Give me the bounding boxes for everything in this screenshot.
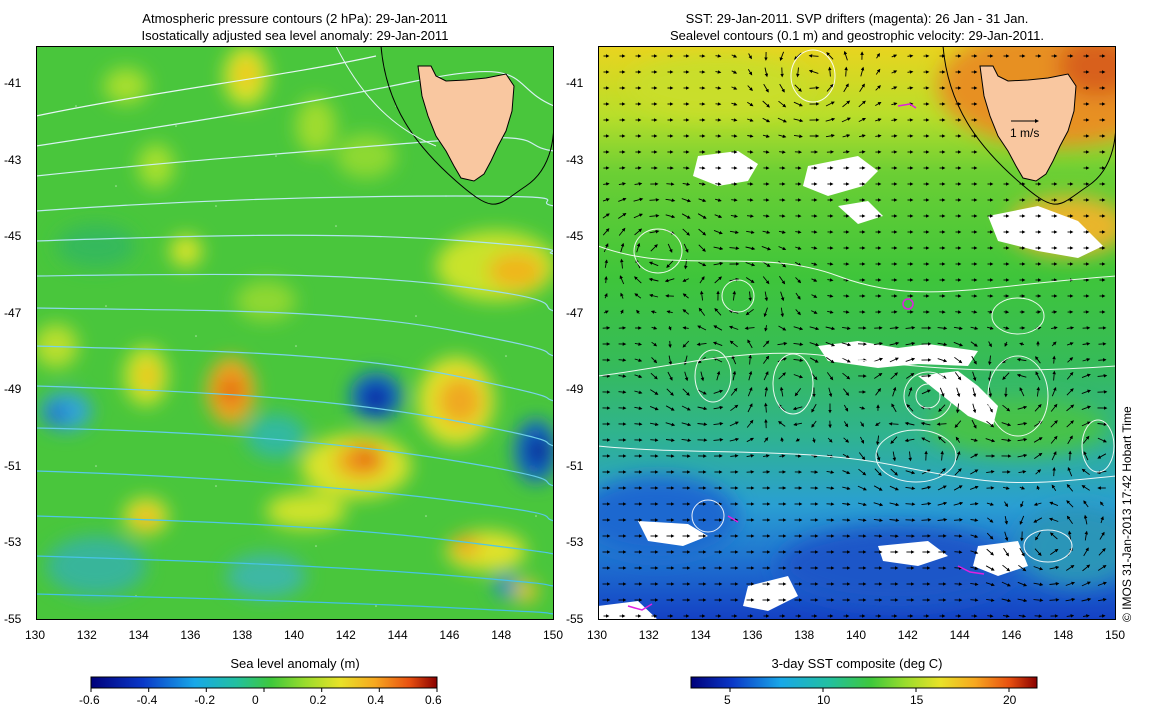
lon-tick-label: 136 <box>742 628 763 642</box>
lon-tick-label: 144 <box>387 628 408 642</box>
lon-tick-label: 142 <box>897 628 918 642</box>
lon-tick-label: 134 <box>690 628 711 642</box>
right-map-title: SST: 29-Jan-2011. SVP drifters (magenta)… <box>598 10 1116 44</box>
lon-tick-label: 148 <box>491 628 512 642</box>
lat-tick-label: -41 <box>4 76 22 91</box>
lon-tick-label: 138 <box>794 628 815 642</box>
lon-tick-label: 140 <box>846 628 867 642</box>
sla-colorbar-tick-label: 0 <box>252 693 259 707</box>
left-map-frame <box>36 46 554 620</box>
lat-tick-label: -55 <box>566 612 584 626</box>
lon-tick-label: 132 <box>76 628 97 642</box>
lon-tick-label: 142 <box>335 628 356 642</box>
sst-map <box>598 46 1116 620</box>
lon-tick-label: 146 <box>1001 628 1022 642</box>
sst-colorbar-tick-label: 5 <box>724 693 731 707</box>
lat-tick-label: -49 <box>4 382 22 397</box>
right-colorbar <box>690 676 1038 692</box>
left-colorbar-title: Sea level anomaly (m) <box>230 656 360 671</box>
lat-tick-label: -49 <box>566 382 584 397</box>
lon-tick-label: 138 <box>232 628 253 642</box>
sea-level-anomaly-map <box>36 46 554 620</box>
tasmania-land-sst <box>979 65 1077 182</box>
right-colorbar-title: 3-day SST composite (deg C) <box>771 656 943 671</box>
lon-tick-label: 148 <box>1053 628 1074 642</box>
left-colorbar <box>90 676 438 692</box>
sla-colorbar-tick-label: -0.6 <box>79 693 100 707</box>
sla-colorbar-tick-label: 0.6 <box>425 693 442 707</box>
lat-tick-label: -53 <box>4 535 22 550</box>
lon-tick-label: 140 <box>284 628 305 642</box>
right-title-line2: Sealevel contours (0.1 m) and geostrophi… <box>669 28 1045 43</box>
lon-tick-label: 132 <box>638 628 659 642</box>
lon-tick-label: 134 <box>128 628 149 642</box>
lon-tick-label: 130 <box>25 628 46 642</box>
lat-tick-label: -51 <box>4 458 22 473</box>
lat-tick-label: -43 <box>4 152 22 167</box>
sla-colorbar-tick-label: 0.2 <box>309 693 327 707</box>
lon-tick-label: 130 <box>587 628 608 642</box>
lat-tick-label: -53 <box>566 535 584 550</box>
lon-tick-label: 146 <box>439 628 460 642</box>
lon-tick-label: 150 <box>1105 628 1126 642</box>
lon-tick-label: 136 <box>180 628 201 642</box>
sla-colorbar-tick-label: 0.4 <box>367 693 385 707</box>
lat-tick-label: -55 <box>4 612 22 626</box>
lat-tick-label: -51 <box>566 458 584 473</box>
left-title-line2: Isostatically adjusted sea level anomaly… <box>141 28 449 43</box>
left-title-line1: Atmospheric pressure contours (2 hPa): 2… <box>142 11 448 26</box>
imos-credit: © IMOS 31-Jan-2013 17:42 Hobart Time <box>1120 406 1134 622</box>
tasmania-land <box>417 65 515 182</box>
right-title-line1: SST: 29-Jan-2011. SVP drifters (magenta)… <box>685 11 1029 26</box>
velocity-scale-label: 1 m/s <box>1010 126 1040 140</box>
lat-tick-label: -45 <box>566 229 584 244</box>
lon-tick-label: 144 <box>949 628 970 642</box>
lat-tick-label: -45 <box>4 229 22 244</box>
sla-colorbar-tick-label: -0.2 <box>194 693 216 707</box>
left-map-title: Atmospheric pressure contours (2 hPa): 2… <box>36 10 554 44</box>
sst-colorbar-tick-label: 10 <box>817 693 831 707</box>
lon-tick-label: 150 <box>543 628 564 642</box>
lat-tick-label: -47 <box>566 305 584 320</box>
lat-tick-label: -41 <box>566 76 584 91</box>
lat-tick-label: -43 <box>566 152 584 167</box>
sst-colorbar-tick-label: 20 <box>1003 693 1017 707</box>
sst-colorbar-tick-label: 15 <box>910 693 924 707</box>
lat-tick-label: -47 <box>4 305 22 320</box>
sla-colorbar-tick-label: -0.4 <box>136 693 158 707</box>
right-map-frame <box>598 46 1116 620</box>
